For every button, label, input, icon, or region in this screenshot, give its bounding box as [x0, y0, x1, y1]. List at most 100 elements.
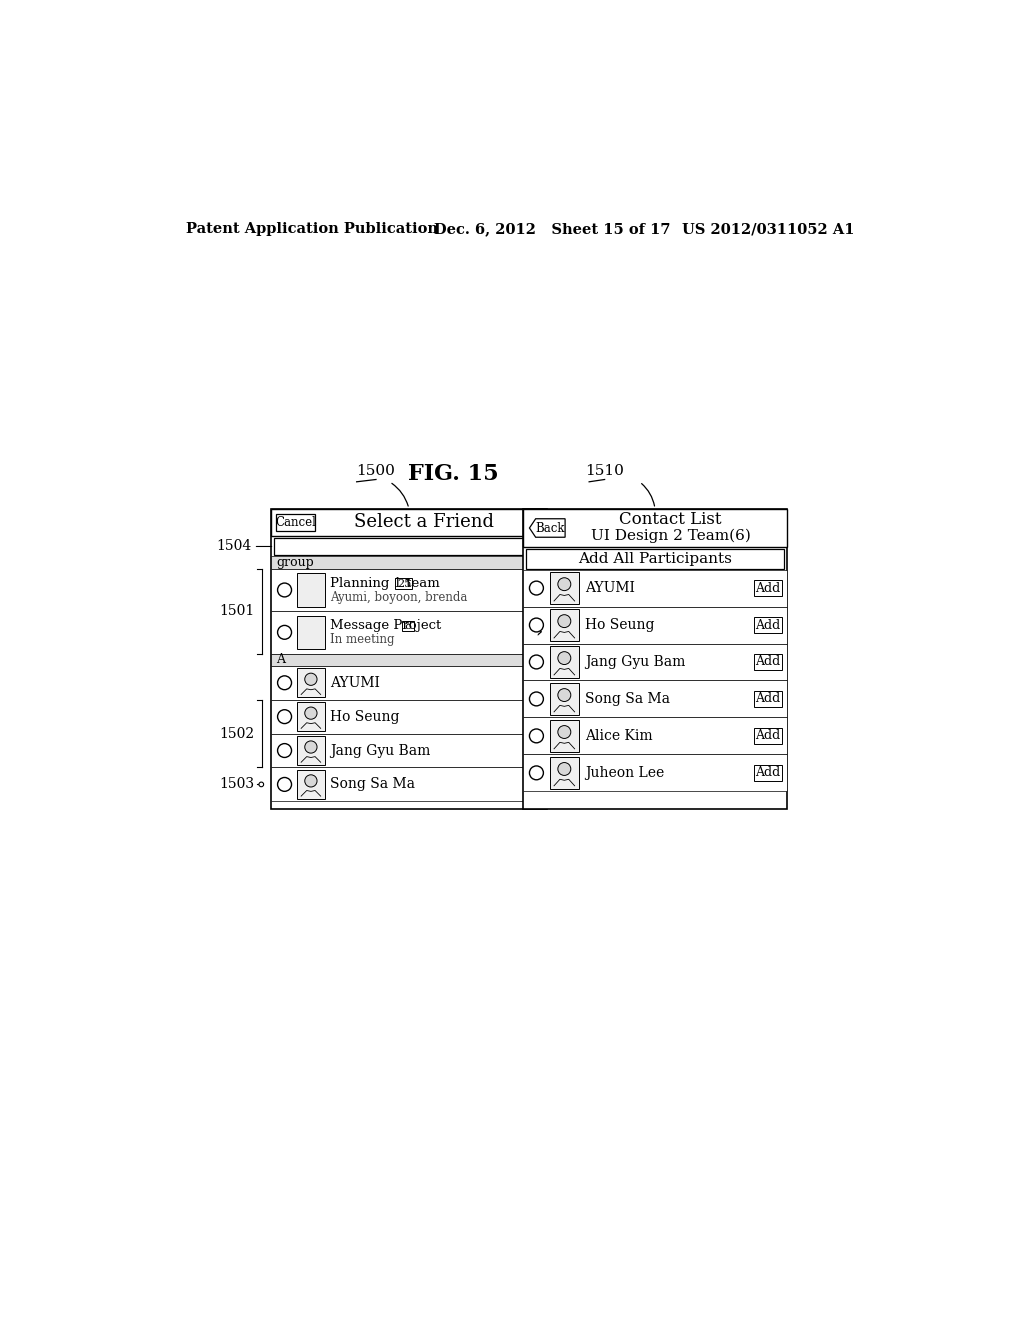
- Bar: [401, 620, 414, 631]
- Circle shape: [558, 689, 570, 701]
- Text: Select a Friend: Select a Friend: [354, 513, 495, 531]
- Text: Jang Gyu Bam: Jang Gyu Bam: [586, 655, 686, 669]
- Text: group: group: [276, 556, 313, 569]
- Text: ›: ›: [536, 623, 543, 642]
- Text: Add: Add: [756, 693, 780, 705]
- Text: Add All Participants: Add All Participants: [579, 552, 732, 566]
- Text: In meeting: In meeting: [331, 634, 395, 645]
- Bar: [271, 653, 547, 665]
- Text: Jang Gyu Bam: Jang Gyu Bam: [331, 743, 431, 758]
- Circle shape: [529, 655, 544, 669]
- Text: 25: 25: [396, 578, 411, 589]
- Bar: [297, 668, 325, 697]
- Bar: [523, 681, 786, 718]
- Bar: [274, 539, 544, 554]
- Text: Ho Seung: Ho Seung: [586, 618, 654, 632]
- Text: AYUMI: AYUMI: [331, 676, 380, 690]
- Bar: [523, 718, 786, 755]
- Text: Juheon Lee: Juheon Lee: [586, 766, 665, 780]
- Circle shape: [529, 581, 544, 595]
- Bar: [523, 644, 786, 681]
- Bar: [755, 766, 782, 780]
- Text: Add: Add: [756, 730, 780, 742]
- Circle shape: [529, 766, 544, 780]
- Bar: [755, 692, 782, 706]
- Text: 1510: 1510: [585, 463, 624, 478]
- Circle shape: [278, 626, 292, 639]
- Bar: [271, 611, 547, 653]
- Text: A: A: [276, 653, 285, 667]
- Circle shape: [558, 726, 570, 738]
- Text: Alice Kim: Alice Kim: [586, 729, 653, 743]
- Text: Message Project: Message Project: [331, 619, 441, 632]
- Text: Cancel: Cancel: [275, 516, 315, 529]
- Circle shape: [278, 777, 292, 792]
- Circle shape: [305, 673, 317, 685]
- Text: Ho Seung: Ho Seung: [331, 710, 399, 723]
- Bar: [395, 578, 413, 589]
- Bar: [297, 573, 325, 607]
- Bar: [550, 645, 579, 678]
- Bar: [523, 755, 786, 792]
- Text: US 2012/0311052 A1: US 2012/0311052 A1: [682, 222, 855, 236]
- Bar: [271, 700, 547, 734]
- Text: Add: Add: [756, 656, 780, 668]
- Bar: [550, 756, 579, 789]
- Text: ›: ›: [536, 581, 543, 599]
- Bar: [550, 609, 579, 642]
- Circle shape: [558, 763, 570, 775]
- Text: 1503: 1503: [219, 777, 254, 792]
- Text: 8: 8: [404, 620, 412, 631]
- Bar: [523, 570, 786, 607]
- Bar: [297, 702, 325, 731]
- Text: 1501: 1501: [219, 605, 254, 618]
- Circle shape: [278, 583, 292, 597]
- Circle shape: [305, 741, 317, 754]
- Text: Patent Application Publication: Patent Application Publication: [186, 222, 438, 236]
- Bar: [271, 665, 547, 700]
- Bar: [271, 569, 547, 611]
- Bar: [523, 508, 786, 548]
- Polygon shape: [529, 519, 565, 537]
- Circle shape: [558, 578, 570, 590]
- Bar: [755, 618, 782, 632]
- Text: Add: Add: [756, 619, 780, 631]
- Text: Add: Add: [756, 767, 780, 779]
- Text: 1502: 1502: [219, 726, 254, 741]
- Bar: [755, 655, 782, 669]
- Text: Contact List: Contact List: [620, 511, 722, 528]
- Text: UI Design 2 Team(6): UI Design 2 Team(6): [591, 528, 751, 543]
- Text: Song Sa Ma: Song Sa Ma: [331, 777, 416, 792]
- Text: Back: Back: [536, 521, 565, 535]
- Bar: [523, 508, 786, 809]
- Bar: [271, 557, 547, 569]
- Bar: [271, 508, 547, 809]
- Bar: [523, 607, 786, 644]
- Circle shape: [305, 775, 317, 787]
- Bar: [271, 734, 547, 767]
- Circle shape: [278, 710, 292, 723]
- Bar: [755, 729, 782, 743]
- Bar: [550, 719, 579, 752]
- Bar: [271, 508, 547, 536]
- Bar: [297, 615, 325, 649]
- Circle shape: [305, 708, 317, 719]
- Text: Dec. 6, 2012   Sheet 15 of 17: Dec. 6, 2012 Sheet 15 of 17: [434, 222, 671, 236]
- Text: Song Sa Ma: Song Sa Ma: [586, 692, 671, 706]
- Circle shape: [529, 729, 544, 743]
- Bar: [271, 767, 547, 801]
- Circle shape: [529, 692, 544, 706]
- Bar: [550, 572, 579, 605]
- Text: 1500: 1500: [356, 463, 395, 478]
- Text: 1504: 1504: [217, 540, 252, 553]
- Circle shape: [259, 781, 263, 787]
- Text: FIG. 15: FIG. 15: [409, 463, 499, 486]
- Text: Planning 1 team: Planning 1 team: [331, 577, 440, 590]
- Bar: [276, 513, 314, 531]
- Bar: [526, 549, 783, 569]
- Circle shape: [278, 676, 292, 689]
- Bar: [755, 581, 782, 595]
- Bar: [550, 682, 579, 715]
- Text: Add: Add: [756, 582, 780, 594]
- Circle shape: [529, 618, 544, 632]
